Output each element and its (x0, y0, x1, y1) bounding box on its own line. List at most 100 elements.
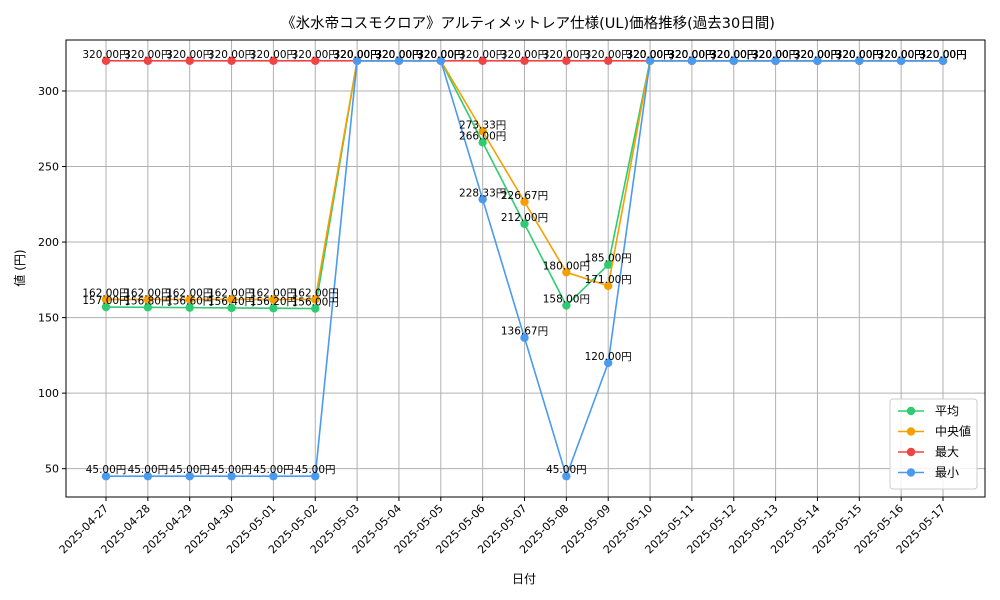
data-point (227, 56, 236, 65)
data-label: 320.00円 (836, 49, 883, 61)
data-point (478, 138, 487, 147)
data-point (604, 56, 613, 65)
data-label: 226.67円 (501, 190, 548, 202)
data-label: 320.00円 (333, 49, 380, 61)
data-point (478, 195, 487, 204)
legend-marker (906, 468, 916, 477)
data-label: 320.00円 (836, 49, 883, 61)
data-label: 185.00円 (585, 253, 632, 265)
data-label: 320.00円 (250, 49, 297, 61)
data-point (604, 260, 613, 269)
data-label: 320.00円 (710, 49, 757, 61)
data-point (101, 295, 111, 304)
y-tick-label: 100 (38, 387, 59, 400)
data-label: 320.00円 (878, 49, 925, 61)
y-tick-label: 250 (38, 161, 59, 174)
data-point (143, 303, 153, 312)
data-point (311, 56, 320, 65)
plot-area-frame (65, 39, 986, 498)
data-label: 320.00円 (375, 49, 422, 61)
data-label: 45.00円 (169, 464, 210, 476)
data-label: 320.00円 (794, 49, 841, 61)
y-tick-label: 300 (38, 85, 59, 98)
data-label: 156.60円 (166, 296, 213, 308)
data-point (520, 333, 529, 342)
data-label: 320.00円 (626, 49, 673, 61)
data-label: 320.00円 (836, 49, 883, 61)
data-label: 320.00円 (501, 49, 548, 61)
data-label: 162.00円 (208, 287, 255, 299)
data-label: 320.00円 (919, 49, 966, 61)
data-label: 212.00円 (501, 212, 548, 224)
data-point (311, 295, 320, 304)
data-label: 320.00円 (752, 49, 799, 61)
data-label: 162.00円 (82, 287, 129, 299)
data-point (604, 358, 613, 368)
data-point (101, 56, 111, 65)
y-axis-label: 値 (円) (12, 249, 27, 286)
data-point (855, 56, 864, 65)
data-label: 320.00円 (166, 49, 213, 61)
data-label: 45.00円 (128, 464, 169, 476)
data-label: 320.00円 (375, 49, 422, 61)
data-point (269, 56, 278, 65)
data-label: 320.00円 (794, 49, 841, 61)
legend-marker (906, 427, 916, 436)
data-label: 45.00円 (211, 464, 252, 476)
data-label: 162.00円 (124, 287, 171, 299)
data-point (185, 472, 194, 481)
data-label: 320.00円 (375, 49, 422, 61)
y-tick-label: 150 (38, 312, 59, 325)
data-point (185, 56, 194, 65)
data-label: 320.00円 (752, 49, 799, 61)
data-label: 266.00円 (459, 130, 506, 142)
data-label: 320.00円 (459, 49, 506, 61)
x-axis-ticks: 2025-04-272025-04-282025-04-292025-04-30… (57, 497, 948, 556)
data-point (896, 56, 906, 65)
data-label: 320.00円 (752, 49, 799, 61)
data-label: 156.40円 (208, 296, 255, 308)
data-point (311, 304, 320, 313)
data-point (101, 302, 111, 312)
data-label: 320.00円 (292, 49, 339, 61)
series-3 (101, 56, 948, 481)
data-label: 320.00円 (333, 49, 380, 61)
series-lines (101, 56, 948, 481)
data-point (143, 472, 153, 481)
data-label: 320.00円 (333, 49, 380, 61)
data-label: 320.00円 (626, 49, 673, 61)
data-point (562, 268, 571, 277)
y-tick-label: 200 (38, 236, 59, 249)
data-point (227, 295, 236, 304)
data-label: 320.00円 (710, 49, 757, 61)
data-point (729, 56, 738, 65)
data-point (185, 295, 194, 304)
data-label: 45.00円 (253, 464, 294, 476)
x-axis-label: 日付 (512, 572, 536, 586)
legend-item: 最小 (898, 466, 959, 480)
data-label: 156.00円 (292, 297, 339, 309)
data-label: 162.00円 (250, 287, 297, 299)
data-label: 320.00円 (626, 49, 673, 61)
data-label: 320.00円 (710, 49, 757, 61)
data-label: 171.00円 (585, 274, 632, 286)
data-label: 136.67円 (501, 326, 548, 338)
data-label: 320.00円 (878, 49, 925, 61)
legend-label: 中央値 (935, 424, 971, 439)
data-point (143, 295, 153, 304)
data-label: 320.00円 (417, 49, 464, 61)
data-point (520, 197, 529, 206)
legend-item: 最大 (898, 445, 959, 459)
data-point (311, 472, 320, 481)
data-labels: 157.00円156.80円156.60円156.40円156.20円156.0… (82, 49, 966, 476)
legend-item: 平均 (898, 404, 959, 418)
data-label: 320.00円 (668, 49, 715, 61)
data-label: 156.80円 (124, 295, 171, 307)
data-point (227, 303, 236, 313)
data-label: 320.00円 (878, 49, 925, 61)
chart-title: 《氷水帝コスモクロア》アルティメットレア仕様(UL)価格推移(過去30日間) (281, 15, 775, 32)
data-point (143, 56, 153, 65)
data-label: 320.00円 (124, 49, 171, 61)
